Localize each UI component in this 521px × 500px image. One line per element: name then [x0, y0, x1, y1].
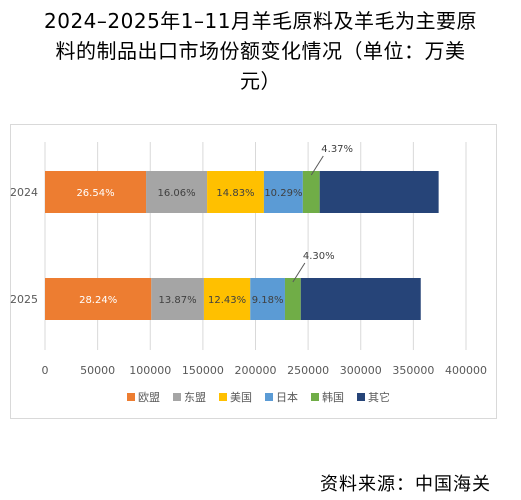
- data-label: 12.43%: [208, 295, 246, 306]
- data-label: 13.87%: [159, 295, 197, 306]
- legend-label: 美国: [230, 391, 252, 404]
- callout-leader: [292, 262, 306, 283]
- x-tick-label: 100000: [129, 364, 171, 377]
- title-line-2: 料的制品出口市场份额变化情况（单位：万美: [55, 39, 466, 63]
- callout-label: 4.37%: [321, 144, 353, 155]
- data-label: 16.06%: [157, 188, 195, 199]
- x-tick-label: 400000: [445, 364, 487, 377]
- x-tick-label: 150000: [182, 364, 224, 377]
- data-label: 28.24%: [79, 295, 117, 306]
- legend-swatch: [173, 393, 181, 401]
- bar-segment: [203, 278, 251, 320]
- data-label: 9.18%: [252, 295, 284, 306]
- bar-segment: [146, 171, 208, 213]
- legend-label: 欧盟: [138, 391, 160, 404]
- data-label: 26.54%: [76, 188, 114, 199]
- bar-segment: [45, 171, 147, 213]
- legend-swatch: [219, 393, 227, 401]
- legend-swatch: [127, 393, 135, 401]
- legend-label: 韩国: [322, 390, 344, 404]
- bar-segment: [319, 171, 439, 213]
- data-label: 10.29%: [264, 188, 302, 199]
- x-tick-label: 0: [42, 364, 49, 377]
- callout-leader: [310, 155, 324, 176]
- source-note: 资料来源：中国海关: [320, 474, 491, 495]
- legend-label: 其它: [368, 390, 390, 404]
- x-tick-label: 250000: [287, 364, 329, 377]
- title-line-1: 2024–2025年1–11月羊毛原料及羊毛为主要原: [44, 9, 477, 33]
- title-line-3: 元）: [240, 69, 281, 93]
- legend-swatch: [265, 393, 273, 401]
- x-tick-label: 50000: [80, 364, 115, 377]
- y-category-label: 2024: [10, 186, 38, 199]
- x-tick-label: 200000: [235, 364, 277, 377]
- legend-label: 东盟: [184, 391, 206, 404]
- x-tick-label: 300000: [340, 364, 382, 377]
- bar-segment: [263, 171, 303, 213]
- legend-label: 日本: [276, 390, 298, 404]
- legend-swatch: [357, 393, 365, 401]
- bar-segment: [302, 171, 320, 213]
- bar-segment: [300, 278, 421, 320]
- bar-segment: [151, 278, 204, 320]
- bar-segment: [250, 278, 285, 320]
- bar-segment: [207, 171, 264, 213]
- legend-swatch: [311, 393, 319, 401]
- bar-segment: [284, 278, 301, 320]
- x-tick-label: 350000: [392, 364, 434, 377]
- y-category-label: 2025: [10, 293, 38, 306]
- bar-segment: [45, 278, 152, 320]
- chart-title: 2024–2025年1–11月羊毛原料及羊毛为主要原 料的制品出口市场份额变化情…: [0, 6, 521, 96]
- data-label: 14.83%: [216, 188, 254, 199]
- callout-label: 4.30%: [303, 251, 335, 262]
